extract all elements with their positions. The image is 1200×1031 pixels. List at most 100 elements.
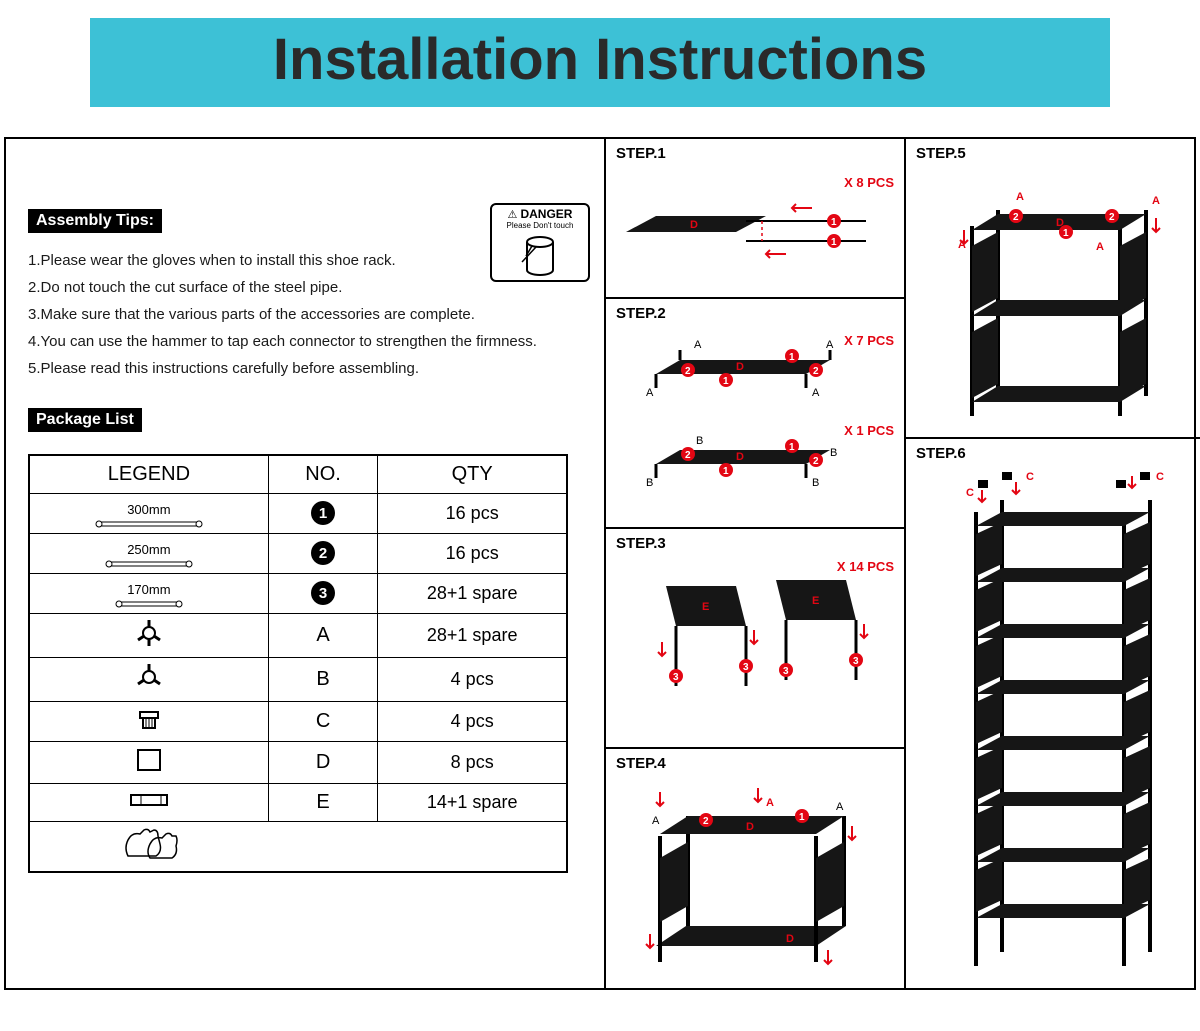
svg-text:D: D — [786, 933, 794, 945]
panel-d-icon — [29, 741, 268, 783]
col-no: NO. — [268, 455, 378, 493]
danger-warning: ⚠ DANGER Please Don't touch — [490, 203, 590, 282]
svg-text:D: D — [736, 451, 744, 463]
svg-text:A: A — [826, 339, 834, 351]
svg-text:A: A — [812, 387, 820, 399]
table-row: A 28+1 spare — [29, 613, 567, 657]
step-2-label: STEP.2 — [616, 305, 896, 322]
pipe-250-icon: 250mm — [89, 538, 209, 569]
assembly-tips-heading: Assembly Tips: — [28, 209, 162, 233]
step-2-pcs-a: X 7 PCS — [844, 333, 894, 348]
step-3-cell: STEP.3 X 14 PCS E 3 3 E — [606, 529, 904, 749]
part-letter: A — [268, 613, 378, 657]
part-letter: D — [268, 741, 378, 783]
qty-cell: 16 pcs — [378, 493, 567, 533]
danger-head: DANGER — [520, 207, 572, 221]
part-number-1: 1 — [311, 501, 335, 525]
svg-text:A: A — [1152, 195, 1160, 207]
page-title: Installation Instructions — [90, 18, 1110, 107]
step-3-pcs: X 14 PCS — [837, 559, 894, 574]
step-6-diagram: C C C — [916, 466, 1196, 976]
svg-text:D: D — [736, 361, 744, 373]
package-list-heading: Package List — [28, 408, 142, 432]
step-5-cell: STEP.5 A — [906, 139, 1200, 439]
danger-sub: Please Don't touch — [494, 221, 586, 230]
svg-text:1: 1 — [799, 812, 805, 823]
qty-cell: 16 pcs — [378, 533, 567, 573]
step-1-label: STEP.1 — [616, 145, 896, 162]
svg-text:2: 2 — [703, 816, 709, 827]
svg-text:A: A — [766, 797, 774, 809]
col-qty: QTY — [378, 455, 567, 493]
step-2-pcs-b: X 1 PCS — [844, 423, 894, 438]
svg-text:B: B — [830, 447, 837, 459]
qty-cell: 14+1 spare — [378, 783, 567, 821]
table-header-row: LEGEND NO. QTY — [29, 455, 567, 493]
right-column: STEP.5 A — [906, 139, 1200, 988]
step-1-pcs: X 8 PCS — [844, 175, 894, 190]
step-5-diagram: A A A D A 2 2 1 — [916, 166, 1196, 426]
svg-text:1: 1 — [789, 352, 795, 363]
part-letter: E — [268, 783, 378, 821]
step-6-label: STEP.6 — [916, 445, 1196, 462]
svg-text:3: 3 — [743, 662, 749, 673]
tip-item: 5.Please read this instructions carefull… — [28, 355, 594, 382]
left-column: ⚠ DANGER Please Don't touch Assembly Tip… — [6, 139, 606, 988]
svg-text:1: 1 — [831, 237, 837, 248]
svg-text:1: 1 — [831, 217, 837, 228]
part-letter: C — [268, 701, 378, 741]
svg-text:2: 2 — [685, 366, 691, 377]
svg-text:A: A — [652, 815, 660, 827]
svg-text:C: C — [1026, 471, 1034, 483]
middle-column: STEP.1 X 8 PCS D 1 1 STEP.2 X 7 PCS X 1 — [606, 139, 906, 988]
part-letter: B — [268, 657, 378, 701]
table-row — [29, 821, 567, 872]
svg-text:A: A — [646, 387, 654, 399]
part-number-2: 2 — [311, 541, 335, 565]
table-row: B 4 pcs — [29, 657, 567, 701]
svg-text:1: 1 — [723, 466, 729, 477]
step-2-diagram: AA AA D 2 1 1 2 BB BB D 2 1 1 — [616, 326, 896, 516]
svg-text:1: 1 — [723, 376, 729, 387]
svg-text:1: 1 — [1063, 228, 1069, 239]
step-4-diagram: D D A A A 2 1 — [616, 776, 896, 976]
table-row: 170mm 3 28+1 spare — [29, 573, 567, 613]
table-row: 250mm 2 16 pcs — [29, 533, 567, 573]
page: Installation Instructions ⚠ DANGER Pleas… — [0, 18, 1200, 990]
svg-text:A: A — [694, 339, 702, 351]
svg-text:B: B — [646, 477, 653, 489]
svg-text:B: B — [812, 477, 819, 489]
step-1-cell: STEP.1 X 8 PCS D 1 1 — [606, 139, 904, 299]
svg-text:C: C — [966, 487, 974, 499]
main-frame: ⚠ DANGER Please Don't touch Assembly Tip… — [4, 137, 1196, 990]
tip-item: 3.Make sure that the various parts of th… — [28, 301, 594, 328]
svg-text:3: 3 — [783, 666, 789, 677]
svg-text:2: 2 — [685, 450, 691, 461]
svg-text:2: 2 — [813, 366, 819, 377]
svg-text:2: 2 — [1109, 212, 1115, 223]
step-4-cell: STEP.4 D D A A — [606, 749, 904, 988]
tip-item: 4.You can use the hammer to tap each con… — [28, 328, 594, 355]
qty-cell: 28+1 spare — [378, 613, 567, 657]
svg-text:2: 2 — [1013, 212, 1019, 223]
table-row: 300mm 1 16 pcs — [29, 493, 567, 533]
svg-text:C: C — [1156, 471, 1164, 483]
qty-cell: 8 pcs — [378, 741, 567, 783]
svg-text:3: 3 — [673, 672, 679, 683]
package-list-table: LEGEND NO. QTY 300mm 1 16 pcs 250mm — [28, 454, 568, 873]
qty-cell: 4 pcs — [378, 701, 567, 741]
svg-text:D: D — [746, 821, 754, 833]
svg-text:E: E — [812, 595, 819, 607]
table-row: C 4 pcs — [29, 701, 567, 741]
connector-a-icon — [29, 613, 268, 657]
part-number-3: 3 — [311, 581, 335, 605]
svg-text:B: B — [696, 435, 703, 447]
svg-text:3: 3 — [853, 656, 859, 667]
pipe-300-icon: 300mm — [89, 498, 209, 529]
col-legend: LEGEND — [29, 455, 268, 493]
table-row: E 14+1 spare — [29, 783, 567, 821]
step-5-label: STEP.5 — [916, 145, 1196, 162]
svg-text:D: D — [690, 219, 698, 231]
svg-text:A: A — [1096, 241, 1104, 253]
qty-cell: 4 pcs — [378, 657, 567, 701]
